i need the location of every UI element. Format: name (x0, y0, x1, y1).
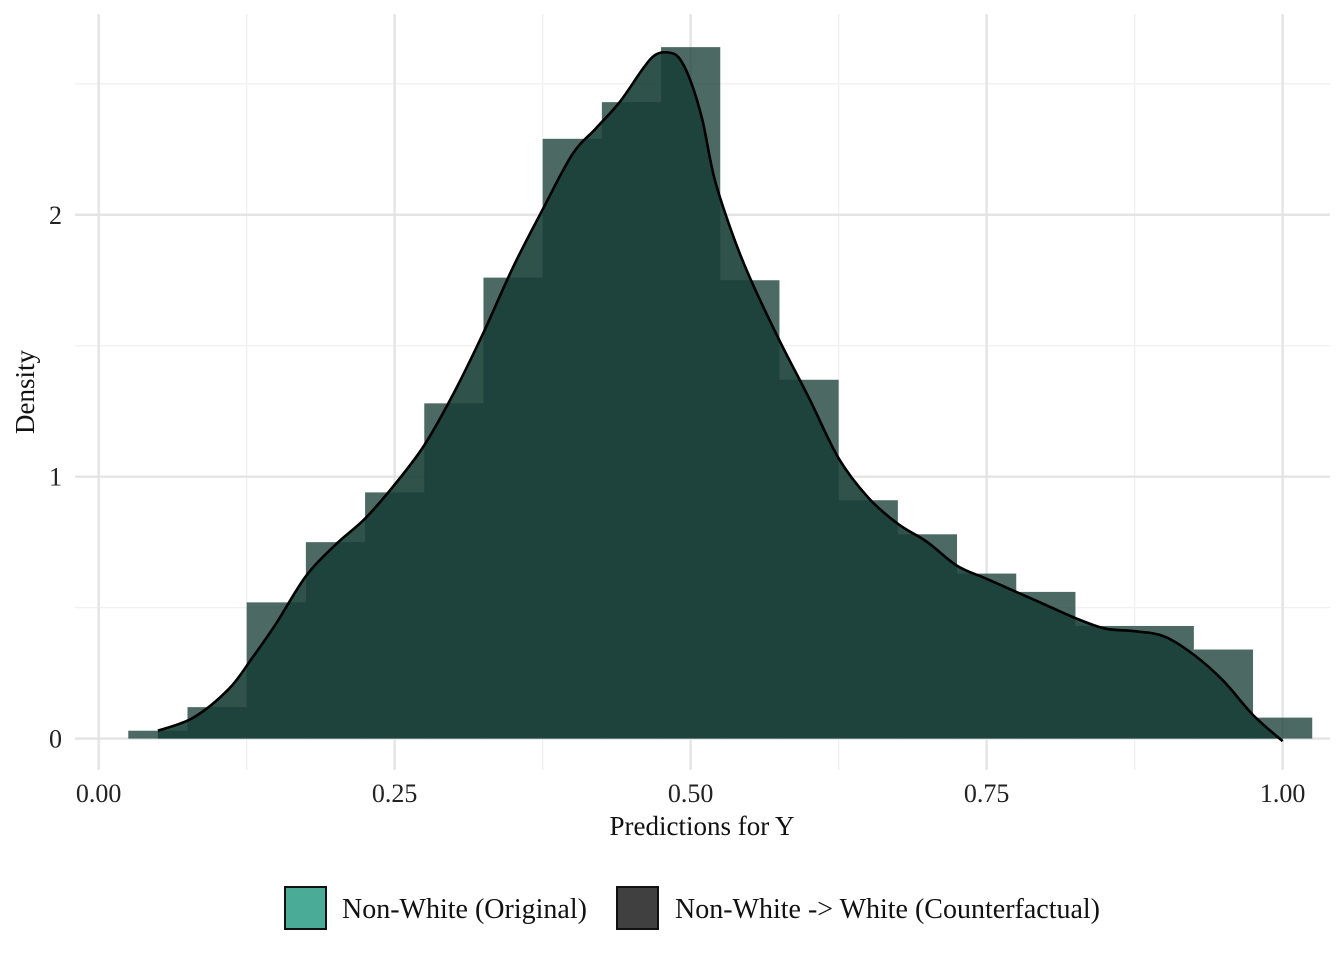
density-area (157, 52, 1283, 742)
legend-label-original: Non-White (Original) (342, 894, 587, 925)
density-line (157, 50, 1284, 743)
y-tick-label: 1 (49, 463, 62, 492)
histogram-bar (128, 730, 188, 739)
x-axis-title: Predictions for Y (610, 811, 795, 841)
y-axis-title: Density (10, 350, 40, 434)
legend-swatch-original (284, 886, 327, 930)
x-tick-label: 0.50 (668, 779, 714, 808)
x-tick-label: 0.25 (372, 779, 418, 808)
y-tick-label: 2 (49, 201, 62, 230)
y-tick-label: 0 (49, 725, 62, 754)
x-tick-label: 1.00 (1260, 779, 1306, 808)
axis-tick-labels: 0.00 0.25 0.50 0.75 1.00 0 1 2 (49, 201, 1305, 808)
x-tick-label: 0.75 (964, 779, 1010, 808)
legend: Non-White (Original) Non-White -> White … (284, 886, 1100, 930)
legend-swatch-counterfactual (616, 886, 659, 930)
legend-label-counterfactual: Non-White -> White (Counterfactual) (675, 894, 1100, 925)
density-curve (157, 50, 1284, 743)
x-tick-label: 0.00 (76, 779, 122, 808)
